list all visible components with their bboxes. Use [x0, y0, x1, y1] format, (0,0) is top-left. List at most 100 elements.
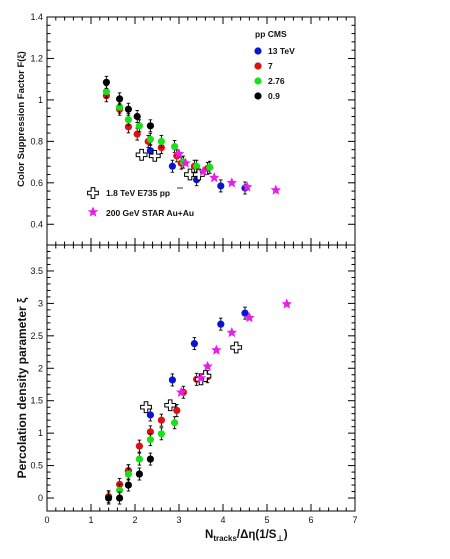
- bottom-point-13-tev: [217, 320, 225, 328]
- legend-title: pp CMS: [255, 29, 287, 39]
- x-axis-title-main: N: [205, 529, 213, 541]
- bottom-point-13-tev: [168, 376, 176, 384]
- bottom-point-200-gev-star-au-au: [226, 327, 237, 338]
- top-point-2-76: [157, 137, 165, 145]
- bottom-x-tick-label: 5: [264, 515, 269, 525]
- bottom-point-2-76: [171, 419, 179, 427]
- bottom-y-tick-label: 1: [38, 428, 43, 438]
- legend-276tev-label: 2.76: [268, 76, 285, 86]
- bottom-point-200-gev-star-au-au: [195, 372, 207, 383]
- top-y-tick-label: 1.2: [30, 53, 43, 63]
- legend-276tev-marker: [254, 77, 262, 85]
- top-point-200-gev-star-au-au: [180, 157, 191, 168]
- legend-09tev-marker: [254, 92, 262, 100]
- x-axis-title: Ntracks/Δη(1/S⊥): [205, 529, 288, 543]
- bottom-y-tick-label: 3.5: [30, 266, 43, 276]
- bottom-y-tick-label: 3: [38, 298, 43, 308]
- bottom-point-13-tev: [241, 309, 249, 317]
- legend-7tev-label: 7: [268, 61, 273, 71]
- top-point-200-gev-star-au-au: [242, 181, 253, 192]
- bottom-point-7: [157, 416, 165, 424]
- bottom-point-200-gev-star-au-au: [176, 386, 187, 397]
- top-point-7: [124, 123, 132, 131]
- top-point-200-gev-star-au-au: [270, 184, 281, 195]
- bottom-x-tick-label: 0: [44, 515, 49, 525]
- bottom-point-200-gev-star-au-au: [244, 312, 255, 323]
- legend-star: 200 GeV STAR Au+Au: [87, 206, 194, 218]
- top-point-0-9: [146, 122, 154, 130]
- x-axis-title-sub2: ⊥: [276, 534, 283, 543]
- bottom-point-2-76: [135, 455, 143, 463]
- top-point-1-8-tev-e735-pp: [148, 149, 161, 162]
- top-point-2-76: [124, 116, 132, 124]
- panel-frames: [46, 16, 356, 512]
- bottom-x-tick-label: 4: [220, 515, 225, 525]
- bottom-x-tick-label: 6: [308, 515, 313, 525]
- bottom-panel-frame: [46, 244, 356, 512]
- bottom-x-tick-label: 2: [132, 515, 137, 525]
- bottom-point-0-9: [146, 455, 154, 463]
- axis-ticks: 0.4 0.6 0.8 1 1.2 1.4 0 0.5 1 1.5 2 2.5 3 3.5 0 1 2 3 4 5 6 7: [30, 12, 357, 525]
- legend-276tev: 2.76: [254, 76, 285, 86]
- legend-13tev-marker: [254, 47, 262, 55]
- bottom-point-1-8-tev-e735-pp: [164, 399, 177, 412]
- top-point-0-9: [102, 78, 110, 86]
- top-point-200-gev-star-au-au: [173, 148, 185, 159]
- bottom-point-200-gev-star-au-au: [202, 360, 213, 371]
- top-y-tick-label: 0.8: [30, 136, 43, 146]
- bottom-x-tick-label: 1: [88, 515, 93, 525]
- top-y-tick-label: 0.6: [30, 178, 43, 188]
- bottom-point-0-9: [124, 481, 132, 489]
- bottom-point-1-8-tev-e735-pp: [199, 370, 212, 382]
- legend-7tev-marker: [254, 62, 262, 70]
- top-point-200-gev-star-au-au: [226, 177, 237, 188]
- bottom-point-2-76: [124, 470, 132, 478]
- bottom-point-200-gev-star-au-au: [211, 344, 222, 355]
- bottom-point-2-76: [157, 430, 165, 438]
- top-point-200-gev-star-au-au: [198, 165, 209, 177]
- legend-13tev-label: 13 TeV: [268, 46, 295, 56]
- bottom-y-tick-label: 2.5: [30, 331, 43, 341]
- bottom-point-13-tev: [146, 411, 154, 419]
- data-points: [102, 75, 292, 505]
- legend-13tev: 13 TeV: [254, 46, 295, 56]
- x-axis-title-end: ): [284, 529, 288, 541]
- legend-e735: 1.8 TeV E735 pp: [87, 187, 183, 199]
- bottom-point-2-76: [146, 436, 154, 444]
- top-point-2-76: [193, 162, 201, 170]
- top-point-2-76: [171, 142, 179, 151]
- bottom-y-tick-label: 0.5: [30, 461, 43, 471]
- top-point-2-76: [116, 103, 124, 111]
- top-point-13-tev: [217, 182, 225, 190]
- top-point-2-76: [135, 122, 143, 130]
- legend-star-marker: [87, 206, 99, 217]
- legend-star-label: 200 GeV STAR Au+Au: [106, 208, 194, 218]
- bottom-y-tick-label: 2: [38, 363, 43, 373]
- bottom-y-tick-label: 1.5: [30, 396, 43, 406]
- bottom-point-1-8-tev-e735-pp: [230, 341, 243, 354]
- top-y-tick-label: 0.4: [30, 219, 43, 229]
- legend-e735-label: 1.8 TeV E735 pp: [106, 188, 170, 198]
- top-point-0-9: [124, 105, 132, 113]
- top-point-2-76: [146, 135, 154, 143]
- bottom-point-0-9: [135, 470, 143, 478]
- top-point-13-tev: [146, 147, 154, 155]
- top-point-0-9: [116, 95, 124, 103]
- bottom-point-0-9: [116, 494, 124, 502]
- x-axis-title-sub: tracks: [213, 534, 237, 543]
- top-y-tick-label: 1.4: [30, 12, 43, 22]
- legend-09tev-label: 0.9: [268, 91, 280, 101]
- top-point-1-8-tev-e735-pp: [135, 148, 148, 161]
- top-point-13-tev: [168, 162, 176, 170]
- bottom-point-7: [173, 406, 181, 415]
- top-point-7: [133, 130, 141, 138]
- bottom-point-13-tev: [190, 340, 198, 348]
- bottom-y-tick-label: 0: [38, 493, 43, 503]
- top-point-1-8-tev-e735-pp: [184, 168, 196, 181]
- top-point-2-76: [206, 163, 214, 171]
- top-point-0-9: [133, 112, 141, 121]
- bottom-point-0-9: [105, 494, 113, 502]
- legend-7tev: 7: [254, 61, 273, 71]
